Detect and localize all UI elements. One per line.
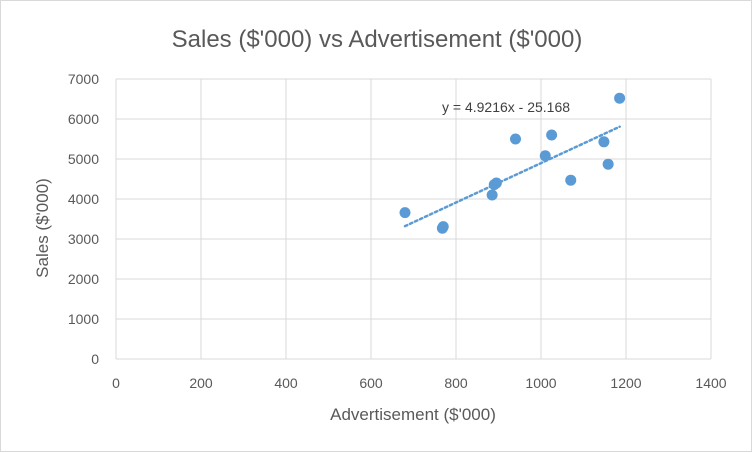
data-point: [602, 158, 614, 170]
y-tick-label: 6000: [68, 111, 99, 127]
y-tick-label: 0: [91, 351, 99, 367]
x-tick-label: 200: [189, 375, 213, 391]
y-tick-label: 5000: [68, 151, 99, 167]
gridlines: [115, 78, 712, 360]
data-point: [486, 189, 498, 201]
data-points: [399, 92, 626, 234]
data-point: [546, 129, 558, 141]
trendline: [403, 125, 621, 228]
x-tick-label: 1400: [695, 375, 726, 391]
data-point: [490, 177, 502, 189]
trendline-group: [403, 125, 621, 228]
y-tick-label: 4000: [68, 191, 99, 207]
trendline-equation: y = 4.9216x - 25.168: [442, 99, 570, 115]
y-tick-label: 1000: [68, 311, 99, 327]
data-point: [539, 150, 551, 162]
y-tick-label: 2000: [68, 271, 99, 287]
y-axis-ticks: 0 1000 2000 3000 4000 5000 6000 7000: [68, 71, 99, 367]
y-axis-title: Sales ($'000): [33, 178, 52, 278]
x-tick-label: 800: [444, 375, 468, 391]
data-point: [614, 92, 626, 104]
data-point: [565, 174, 577, 186]
x-tick-label: 0: [112, 375, 120, 391]
data-point: [399, 207, 411, 219]
chart-title: Sales ($'000) vs Advertisement ($'000): [172, 26, 583, 53]
data-point: [437, 221, 449, 233]
x-axis-ticks: 0 200 400 600 800 1000 1200 1400: [112, 375, 727, 391]
y-tick-label: 7000: [68, 71, 99, 87]
x-axis-title: Advertisement ($'000): [330, 405, 496, 424]
x-tick-label: 600: [359, 375, 383, 391]
data-point: [598, 136, 610, 148]
x-tick-label: 400: [274, 375, 298, 391]
x-tick-label: 1000: [525, 375, 556, 391]
y-tick-label: 3000: [68, 231, 99, 247]
x-tick-label: 1200: [610, 375, 641, 391]
data-point: [510, 133, 521, 145]
